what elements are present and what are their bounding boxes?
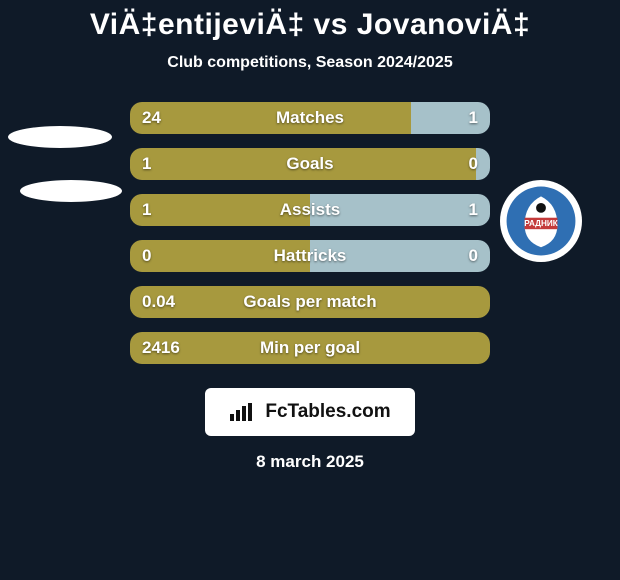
- placeholder-ellipse: [20, 180, 122, 202]
- stat-value-left: 24: [142, 108, 161, 128]
- stat-value-left: 1: [142, 154, 151, 174]
- page-subtitle: Club competitions, Season 2024/2025: [0, 54, 620, 72]
- stat-label: Hattricks: [130, 246, 490, 266]
- stat-value-left: 0: [142, 246, 151, 266]
- stat-row: Min per goal2416: [130, 332, 490, 364]
- comparison-card: ViÄ‡entijeviÄ‡ vs JovanoviÄ‡ Club compet…: [0, 0, 620, 580]
- stat-value-right: 1: [469, 200, 478, 220]
- stat-value-left: 1: [142, 200, 151, 220]
- stat-label: Assists: [130, 200, 490, 220]
- page-title: ViÄ‡entijeviÄ‡ vs JovanoviÄ‡: [0, 0, 620, 42]
- stat-label: Min per goal: [130, 338, 490, 358]
- stat-row: Matches24 1: [130, 102, 490, 134]
- stat-bars: Matches241Goals10Assists11Hattricks00Goa…: [130, 102, 490, 364]
- stat-label: Matches: [130, 108, 490, 128]
- svg-text:РАДНИК: РАДНИК: [524, 219, 559, 228]
- stat-row: Goals1 0: [130, 148, 490, 180]
- date-label: 8 march 2025: [0, 452, 620, 472]
- stat-value-left: 2416: [142, 338, 180, 358]
- stat-value-left: 0.04: [142, 292, 175, 312]
- branding-text: FcTables.com: [265, 401, 390, 423]
- stat-value-right: 1: [469, 108, 478, 128]
- right-team-logo: РАДНИК: [500, 180, 582, 262]
- branding-badge[interactable]: FcTables.com: [205, 388, 415, 436]
- stat-label: Goals: [130, 154, 490, 174]
- stat-row: Hattricks0 0: [130, 240, 490, 272]
- fctables-icon: [229, 402, 257, 422]
- stat-row: Assists1 1: [130, 194, 490, 226]
- placeholder-ellipse: [8, 126, 112, 148]
- stat-row: Goals per match0.04: [130, 286, 490, 318]
- stat-label: Goals per match: [130, 292, 490, 312]
- stat-value-right: 0: [469, 246, 478, 266]
- club-badge-icon: РАДНИК: [500, 180, 582, 262]
- stat-value-right: 0: [469, 154, 478, 174]
